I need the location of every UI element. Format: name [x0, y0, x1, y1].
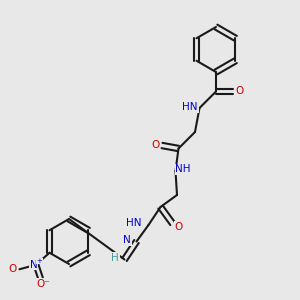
Text: +: + [37, 258, 43, 264]
Text: O⁻: O⁻ [37, 279, 50, 289]
Text: N: N [123, 235, 131, 245]
Text: NH: NH [175, 164, 191, 175]
Text: O: O [235, 86, 243, 97]
Text: HN: HN [126, 218, 142, 228]
Text: O: O [174, 221, 183, 232]
Text: H: H [111, 253, 119, 263]
Text: HN: HN [182, 102, 198, 112]
Text: N: N [30, 260, 38, 270]
Text: O: O [151, 140, 159, 151]
Text: O: O [9, 264, 17, 274]
